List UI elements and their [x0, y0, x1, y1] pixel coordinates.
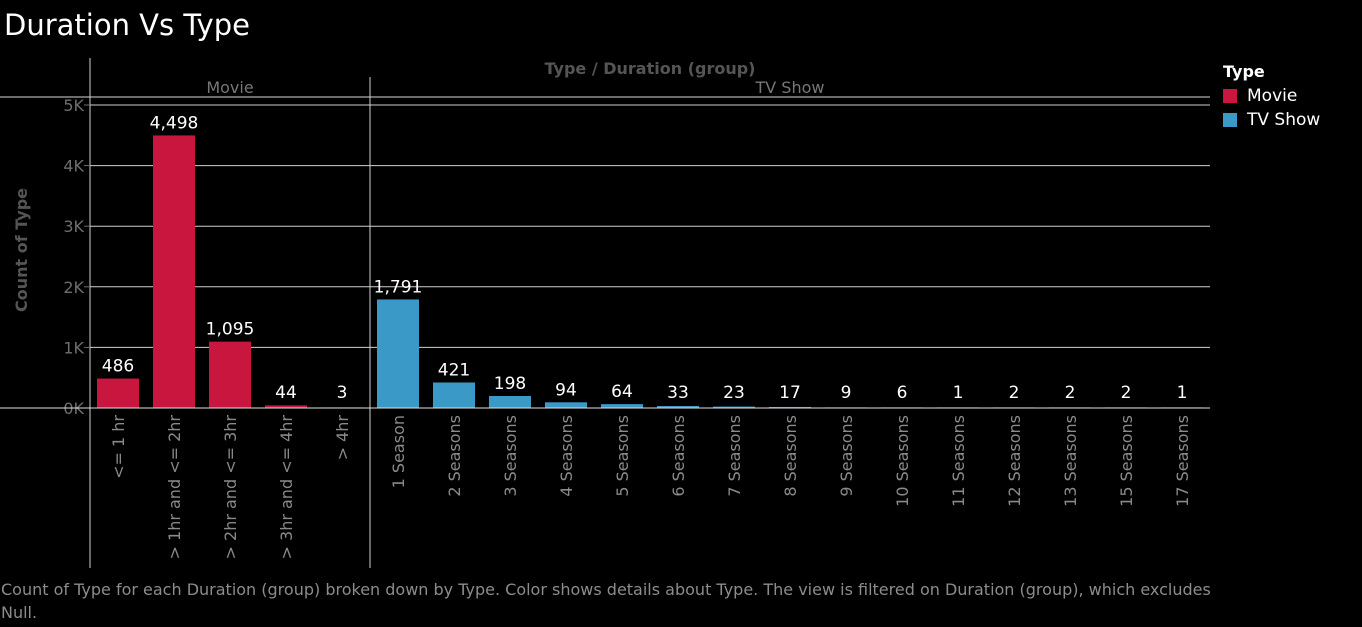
x-tick-label-1-5: 6 Seasons — [669, 415, 688, 497]
legend-swatch-movie — [1223, 89, 1237, 103]
bar-0-2 — [209, 341, 251, 408]
bar-1-6 — [713, 406, 755, 408]
data-label-0-1: 4,498 — [150, 113, 199, 133]
x-tick-label-1-9: 10 Seasons — [893, 415, 912, 507]
data-label-1-9: 6 — [897, 383, 908, 403]
x-tick-label-1-1: 2 Seasons — [445, 415, 464, 497]
y-axis-title: Count of Type — [12, 188, 31, 312]
legend-label-movie: Movie — [1247, 86, 1298, 106]
data-label-1-11: 2 — [1009, 383, 1020, 403]
data-label-1-12: 2 — [1065, 383, 1076, 403]
x-tick-label-1-10: 11 Seasons — [949, 415, 968, 507]
data-label-1-4: 64 — [611, 382, 633, 402]
bar-1-1 — [433, 382, 475, 408]
bar-0-0 — [97, 378, 139, 408]
data-label-1-1: 421 — [438, 360, 470, 380]
x-tick-label-1-8: 9 Seasons — [837, 415, 856, 497]
data-label-0-4: 3 — [337, 383, 348, 403]
data-label-1-5: 33 — [667, 383, 689, 403]
x-tick-label-1-13: 15 Seasons — [1117, 415, 1136, 507]
legend-title: Type — [1223, 62, 1265, 81]
data-label-1-2: 198 — [494, 374, 526, 394]
data-label-1-10: 1 — [953, 383, 964, 403]
x-tick-label-0-2: > 2hr and <= 3hr — [221, 415, 240, 560]
data-label-1-8: 9 — [841, 383, 852, 403]
data-label-1-13: 2 — [1121, 383, 1132, 403]
x-tick-label-1-6: 7 Seasons — [725, 415, 744, 497]
data-label-1-3: 94 — [555, 380, 577, 400]
pane-label-1: TV Show — [755, 78, 825, 97]
data-label-1-7: 17 — [779, 383, 801, 403]
y-tick-label-1: 1K — [63, 338, 84, 357]
y-tick-label-3: 3K — [63, 217, 84, 236]
legend-item-movie[interactable]: Movie — [1223, 84, 1320, 108]
x-tick-label-1-14: 17 Seasons — [1173, 415, 1192, 507]
header-label: Type / Duration (group) — [545, 59, 756, 78]
bar-1-2 — [489, 396, 531, 408]
chart-caption: Count of Type for each Duration (group) … — [1, 580, 1211, 622]
legend: Type Movie TV Show — [1223, 62, 1320, 132]
bar-1-7 — [769, 406, 811, 408]
chart-title: Duration Vs Type — [4, 8, 250, 42]
x-tick-label-1-11: 12 Seasons — [1005, 415, 1024, 507]
x-tick-label-1-12: 13 Seasons — [1061, 415, 1080, 507]
x-tick-label-0-0: <= 1 hr — [109, 415, 128, 479]
x-tick-label-1-3: 4 Seasons — [557, 415, 576, 497]
x-tick-label-1-7: 8 Seasons — [781, 415, 800, 497]
x-tick-label-0-4: > 4hr — [333, 415, 352, 461]
bar-1-3 — [545, 402, 587, 408]
x-tick-label-0-1: > 1hr and <= 2hr — [165, 415, 184, 560]
bar-0-3 — [265, 405, 307, 408]
x-tick-label-1-4: 5 Seasons — [613, 415, 632, 497]
data-label-0-0: 486 — [102, 357, 134, 377]
data-label-1-6: 23 — [723, 383, 745, 403]
legend-swatch-tv-show — [1223, 113, 1237, 127]
x-tick-label-0-3: > 3hr and <= 4hr — [277, 415, 296, 560]
bar-chart: Type / Duration (group)0K1K2K3K4K5KCount… — [0, 58, 1210, 568]
y-tick-label-4: 4K — [63, 157, 84, 176]
y-tick-label-2: 2K — [63, 278, 84, 297]
pane-label-0: Movie — [206, 78, 253, 97]
y-tick-label-5: 5K — [63, 96, 84, 115]
data-label-1-0: 1,791 — [374, 277, 423, 297]
bar-1-5 — [657, 406, 699, 408]
x-tick-label-1-0: 1 Season — [389, 415, 408, 488]
data-label-0-2: 1,095 — [206, 320, 255, 340]
data-label-1-14: 1 — [1177, 383, 1188, 403]
x-tick-label-1-2: 3 Seasons — [501, 415, 520, 497]
bar-0-1 — [153, 135, 195, 408]
legend-item-tv-show[interactable]: TV Show — [1223, 108, 1320, 132]
bar-1-0 — [377, 299, 419, 408]
legend-label-tv-show: TV Show — [1247, 110, 1321, 130]
data-label-0-3: 44 — [275, 383, 297, 403]
bar-1-4 — [601, 404, 643, 408]
